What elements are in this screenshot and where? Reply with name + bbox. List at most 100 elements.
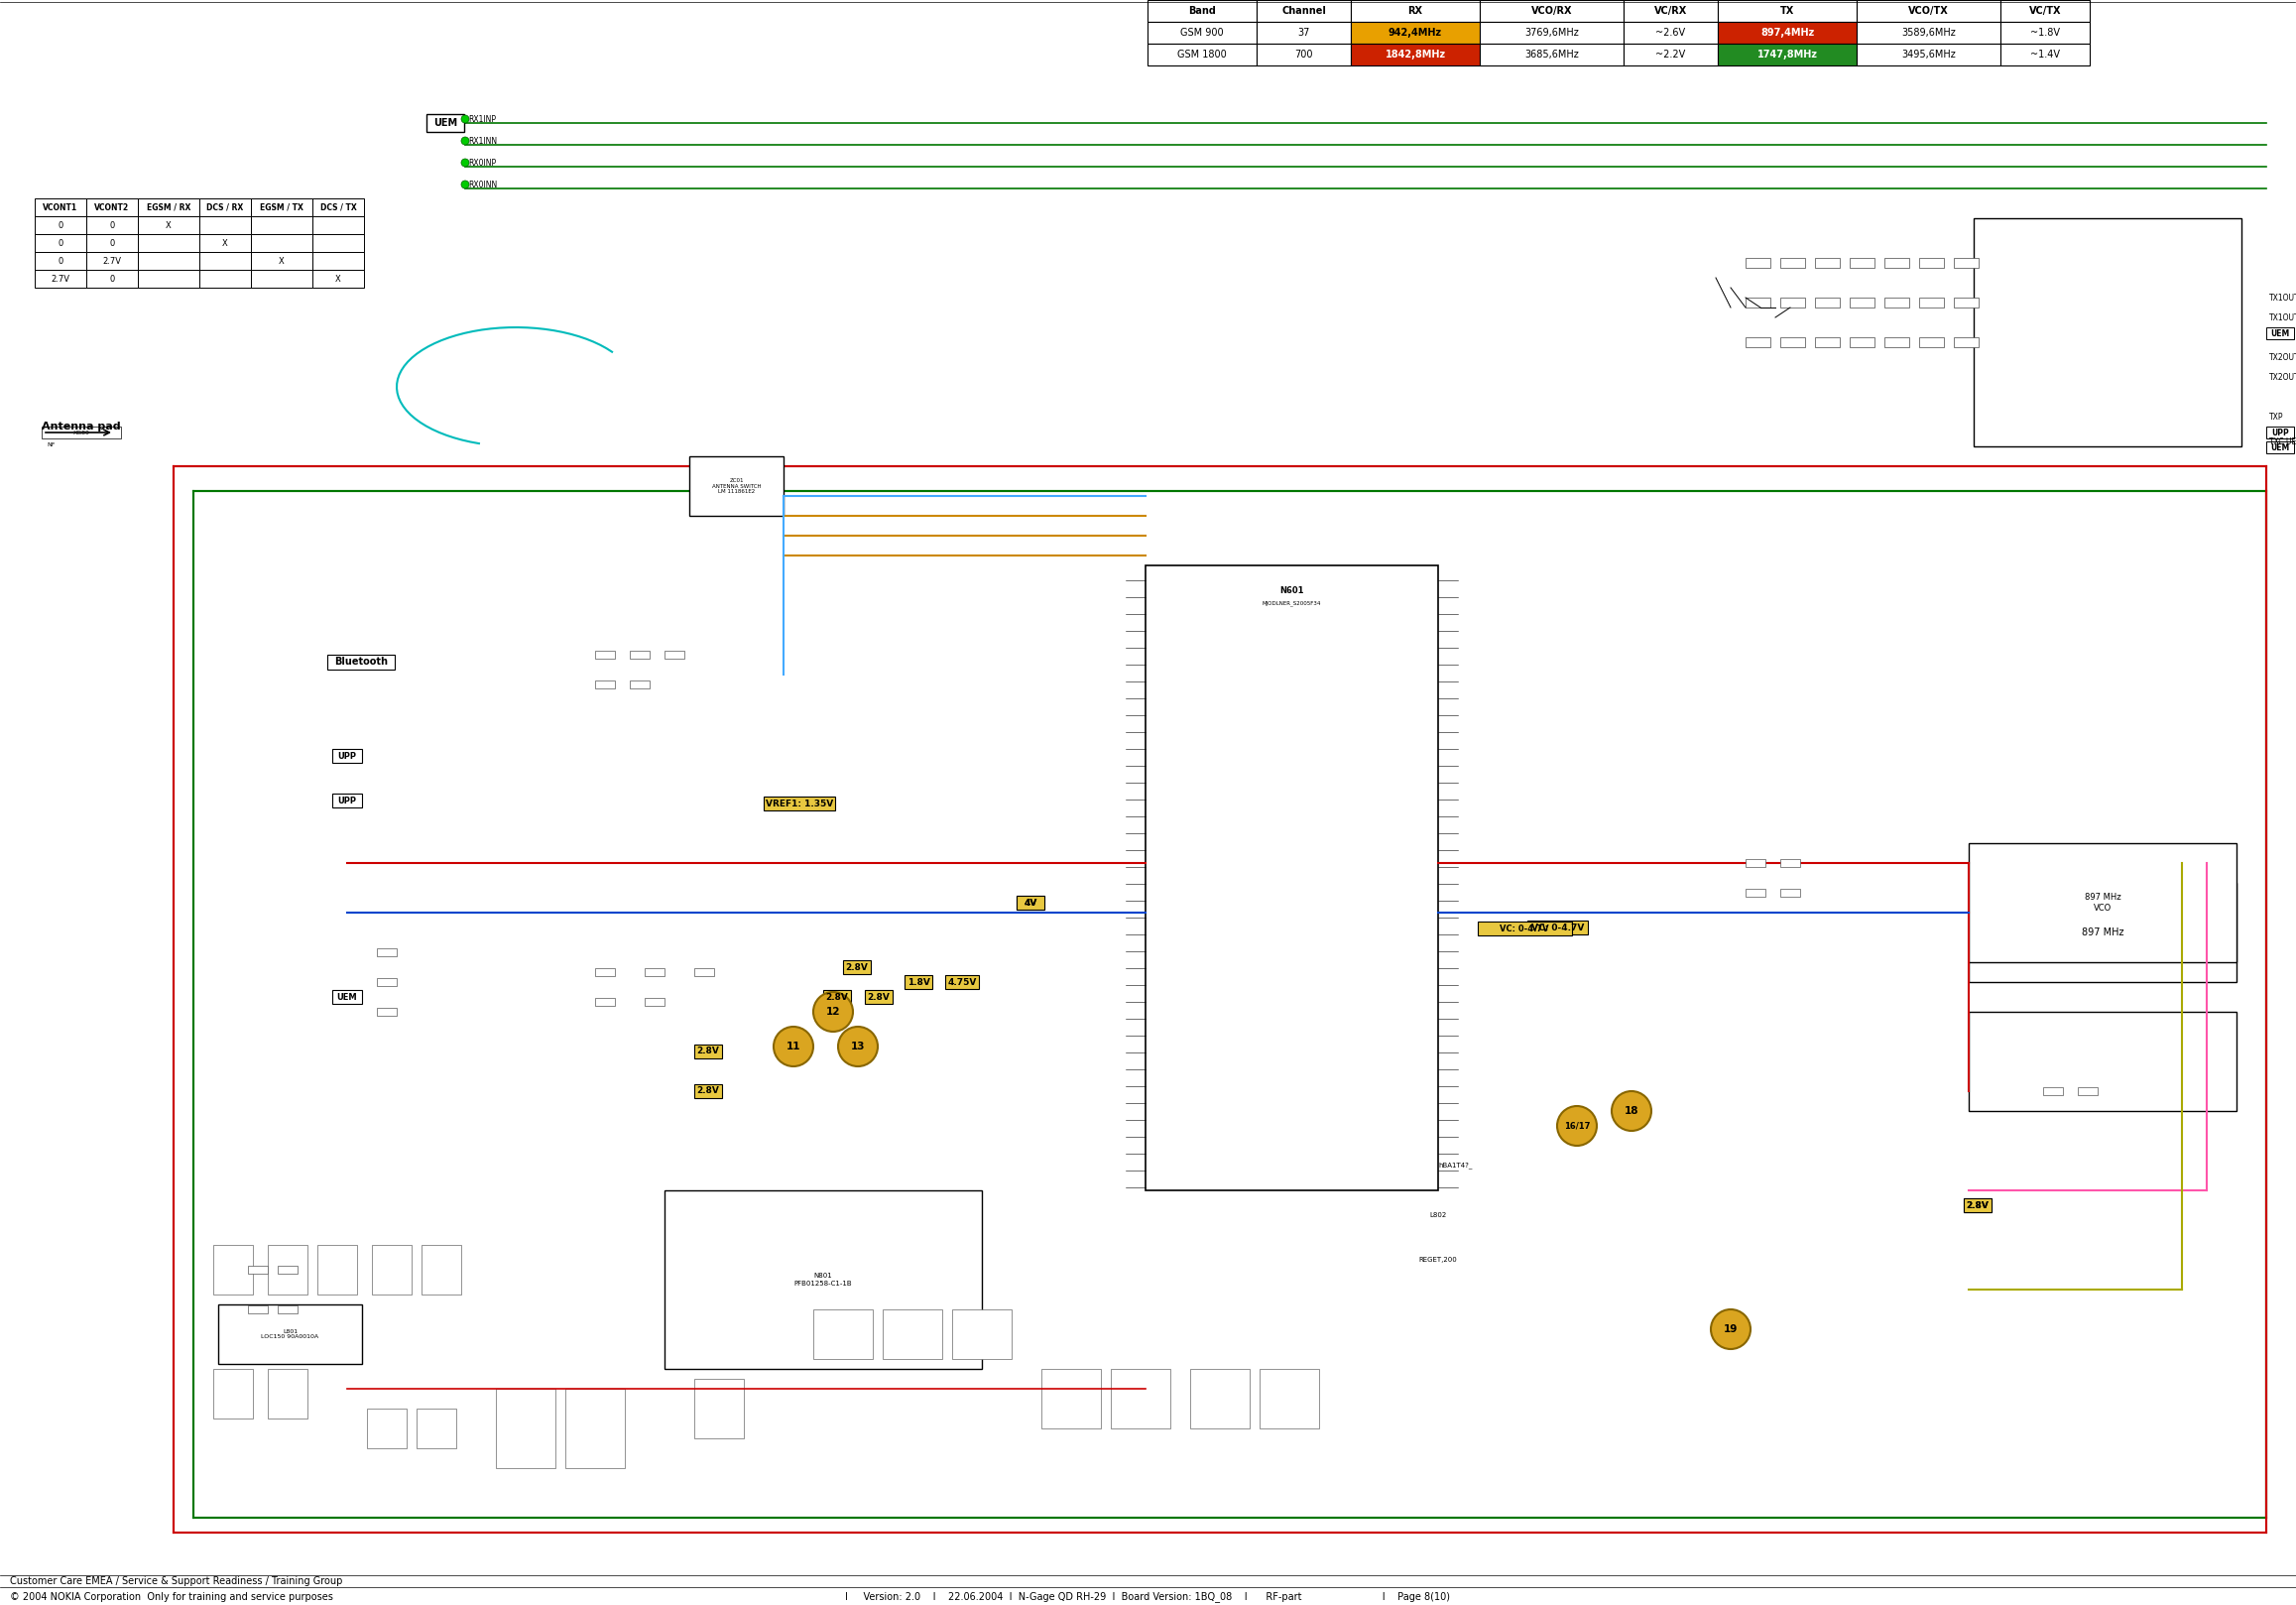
Bar	[200, 234, 250, 252]
Text: 18: 18	[1623, 1106, 1639, 1115]
FancyBboxPatch shape	[1963, 1199, 1991, 1212]
Bar	[1779, 297, 1805, 308]
Text: 700: 700	[1295, 50, 1313, 59]
Bar	[193, 491, 2266, 1518]
Text: NF: NF	[46, 441, 55, 446]
Bar	[1779, 859, 1800, 867]
Text: 897 MHz
VCO: 897 MHz VCO	[2085, 892, 2122, 912]
Text: VCO/RX: VCO/RX	[1531, 6, 1573, 16]
Text: 3589,6MHz: 3589,6MHz	[1901, 27, 1956, 37]
Bar	[496, 1388, 556, 1469]
Bar	[377, 949, 397, 957]
Bar	[1350, 43, 1479, 66]
Bar	[1717, 22, 1857, 43]
Bar	[34, 252, 87, 270]
Text: 19: 19	[1724, 1324, 1738, 1334]
Bar	[333, 793, 363, 807]
Text: 3495,6MHz: 3495,6MHz	[1901, 50, 1956, 59]
Bar	[1885, 258, 1910, 268]
Text: RX1INP: RX1INP	[468, 114, 496, 124]
Text: X: X	[165, 221, 172, 230]
Circle shape	[838, 1027, 877, 1066]
Text: Band: Band	[1189, 6, 1217, 16]
Bar	[1623, 43, 1717, 66]
Bar	[269, 1369, 308, 1419]
Text: ZC01
ANTENNA SWITCH
LM 111861E2: ZC01 ANTENNA SWITCH LM 111861E2	[712, 478, 760, 494]
Text: 2.8V: 2.8V	[868, 992, 891, 1002]
Bar	[1745, 337, 1770, 347]
Bar	[248, 1305, 269, 1313]
Circle shape	[461, 116, 468, 124]
Circle shape	[774, 1027, 813, 1066]
Bar	[312, 252, 365, 270]
Bar	[689, 456, 783, 515]
Bar	[1256, 0, 1350, 22]
Bar	[278, 1305, 298, 1313]
Bar	[1042, 1369, 1100, 1428]
Bar	[138, 217, 200, 234]
Text: UEM: UEM	[434, 119, 457, 128]
Text: Channel: Channel	[1281, 6, 1327, 16]
Bar	[138, 234, 200, 252]
Bar	[1111, 1369, 1171, 1428]
Text: 4.75V: 4.75V	[948, 977, 976, 987]
Text: TX1OUTN: TX1OUTN	[2268, 313, 2296, 323]
Text: TXP: TXP	[2268, 412, 2285, 421]
Text: TX2OUTP: TX2OUTP	[2268, 353, 2296, 361]
Bar	[377, 977, 397, 985]
Text: GSM 900: GSM 900	[1180, 27, 1224, 37]
Bar	[1919, 258, 1945, 268]
FancyBboxPatch shape	[1527, 921, 1589, 934]
Text: DCS / TX: DCS / TX	[319, 202, 356, 212]
Bar	[138, 199, 200, 217]
Bar	[1885, 297, 1910, 308]
FancyBboxPatch shape	[824, 990, 852, 1003]
Text: 2.8V: 2.8V	[696, 1087, 719, 1096]
Bar	[595, 998, 615, 1006]
Bar	[200, 199, 250, 217]
Text: 16/17: 16/17	[1564, 1122, 1591, 1130]
Text: 11: 11	[785, 1042, 801, 1051]
Text: TXC UEM: TXC UEM	[2268, 437, 2296, 446]
Text: RX0INP: RX0INP	[468, 159, 496, 167]
Bar	[1968, 843, 2236, 963]
Bar	[312, 234, 365, 252]
Bar	[953, 1310, 1013, 1359]
FancyBboxPatch shape	[1017, 896, 1045, 910]
Text: 2.7V: 2.7V	[103, 257, 122, 265]
Bar	[1968, 1011, 2236, 1111]
Bar	[1919, 297, 1945, 308]
Text: ~1.4V: ~1.4V	[2030, 50, 2060, 59]
Text: 897,4MHz: 897,4MHz	[1761, 27, 1814, 37]
Bar	[1954, 258, 1979, 268]
Bar	[200, 270, 250, 287]
Text: 3769,6MHz: 3769,6MHz	[1525, 27, 1580, 37]
Bar	[2266, 441, 2294, 453]
Bar	[1350, 22, 1479, 43]
Bar	[250, 199, 312, 217]
Text: 0: 0	[57, 239, 62, 247]
Bar	[645, 998, 664, 1006]
Text: 4V: 4V	[1024, 899, 1038, 907]
Bar	[138, 270, 200, 287]
Text: 942,4MHz: 942,4MHz	[1389, 27, 1442, 37]
Bar	[693, 968, 714, 976]
Bar	[1148, 22, 1256, 43]
Bar	[1479, 0, 1623, 22]
Bar	[1779, 337, 1805, 347]
Bar	[595, 968, 615, 976]
FancyBboxPatch shape	[905, 976, 932, 989]
Bar	[87, 270, 138, 287]
Circle shape	[813, 992, 852, 1032]
Bar	[595, 650, 615, 658]
Bar	[1814, 337, 1839, 347]
Text: VCONT2: VCONT2	[94, 202, 129, 212]
Circle shape	[1612, 1091, 1651, 1132]
Text: X: X	[278, 257, 285, 265]
Bar	[34, 234, 87, 252]
Bar	[1857, 22, 2000, 43]
Bar	[2266, 427, 2294, 438]
Bar	[333, 750, 363, 762]
Text: N601: N601	[1279, 586, 1304, 595]
Bar	[1256, 43, 1350, 66]
